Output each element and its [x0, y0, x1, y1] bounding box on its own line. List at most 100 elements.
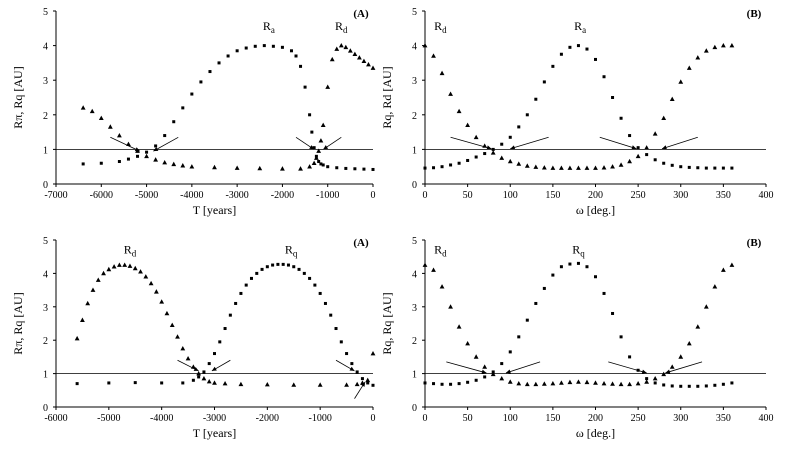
- x-tick-label: 300: [673, 413, 688, 424]
- data-point-Rd: [576, 165, 581, 170]
- data-point-Ra: [308, 113, 312, 117]
- x-tick-label: -4000: [150, 413, 173, 424]
- data-point-Rd: [318, 138, 324, 143]
- x-tick-label: -4000: [180, 190, 203, 201]
- data-point-Ra: [449, 382, 453, 386]
- data-point-Rd: [456, 108, 462, 114]
- data-point-Ra: [244, 46, 248, 50]
- data-point-Ra: [687, 165, 691, 169]
- data-point-Rd: [153, 157, 159, 162]
- data-point-Rd: [212, 380, 217, 385]
- data-point-Rd: [159, 299, 165, 304]
- data-point-Rd: [601, 165, 607, 170]
- data-point-Rd: [456, 324, 462, 329]
- data-point-Ra: [321, 163, 325, 167]
- data-point-Rd: [366, 62, 371, 67]
- data-point-Rd: [618, 381, 624, 387]
- data-point-Rd: [117, 132, 122, 138]
- curve-annotation: Rq: [285, 242, 298, 258]
- data-point-Ra: [289, 49, 293, 53]
- x-axis-label: T [years]: [193, 203, 236, 217]
- data-point-Ra: [202, 370, 206, 374]
- data-point-Ra: [345, 352, 349, 356]
- data-point-Ra: [449, 163, 453, 167]
- data-point-Rd: [280, 166, 285, 171]
- data-point-Rd: [153, 289, 159, 294]
- data-point-Ra: [525, 113, 529, 117]
- data-point-Ra: [730, 381, 734, 385]
- annotation-subscript: q: [580, 248, 585, 258]
- data-point-Ra: [662, 383, 666, 387]
- data-point-Rd: [354, 381, 360, 387]
- annotation-letter: R: [263, 19, 271, 33]
- series-Ra: [75, 262, 375, 387]
- arrow-head: [641, 369, 647, 374]
- data-point-Ra: [619, 335, 623, 339]
- arrow-line: [665, 361, 703, 374]
- data-point-Ra: [653, 381, 657, 385]
- data-point-Ra: [457, 382, 461, 386]
- data-point-Rd: [132, 265, 138, 271]
- data-point-Ra: [228, 313, 232, 317]
- x-tick-label: -1000: [316, 190, 339, 201]
- data-point-Ra: [662, 161, 666, 165]
- arrow-head: [481, 369, 487, 374]
- data-point-Ra: [585, 47, 589, 51]
- data-point-Ra: [525, 318, 529, 322]
- curve-annotation: Ra: [574, 19, 586, 35]
- data-point-Ra: [197, 375, 201, 379]
- x-tick-label: -2000: [271, 190, 294, 201]
- data-point-Rd: [422, 43, 428, 48]
- data-point-Rd: [162, 159, 168, 165]
- curve-annotation: Rd: [434, 242, 447, 258]
- data-point-Ra: [223, 327, 227, 331]
- arrow-head: [134, 147, 140, 152]
- annotation-subscript: d: [343, 25, 348, 35]
- data-point-Rd: [169, 322, 175, 327]
- data-point-Ra: [226, 54, 230, 58]
- arrow-line: [505, 361, 541, 374]
- data-point-Ra: [181, 381, 185, 385]
- data-point-Ra: [542, 80, 546, 84]
- series-Ra: [423, 261, 734, 388]
- data-point-Ra: [319, 162, 323, 166]
- data-point-Rd: [686, 65, 692, 70]
- arrow-line: [110, 136, 140, 152]
- data-point-Rd: [593, 165, 598, 170]
- data-point-Rd: [370, 65, 376, 70]
- data-point-Rd: [185, 355, 191, 361]
- panel-label: (A): [353, 237, 369, 249]
- x-tick-label: 100: [503, 190, 518, 201]
- data-point-Ra: [576, 44, 580, 48]
- data-point-Ra: [483, 152, 487, 156]
- data-point-Rd: [317, 382, 323, 387]
- data-point-Rd: [316, 148, 322, 153]
- data-point-Ra: [208, 70, 212, 74]
- arrow-head: [323, 145, 329, 150]
- data-point-Ra: [276, 262, 280, 266]
- y-tick-label: 0: [412, 180, 417, 191]
- chart-panel-2: 0 50 100 150 200 250 300 350 400 0 1 2 3 4 5 ω [deg.] Rq…: [380, 7, 774, 217]
- data-point-Ra: [371, 167, 375, 171]
- curve-annotation: Rq: [572, 242, 585, 258]
- data-point-Rd: [80, 317, 85, 322]
- data-point-Ra: [423, 381, 427, 385]
- y-axis-label: Rπ, Rq [AU]: [11, 292, 25, 354]
- data-point-Ra: [323, 301, 327, 305]
- data-point-Ra: [366, 381, 370, 385]
- data-point-Ra: [136, 154, 140, 158]
- data-point-Ra: [696, 166, 700, 170]
- arrow-head: [211, 366, 217, 371]
- data-point-Ra: [334, 327, 338, 331]
- data-point-Ra: [559, 265, 563, 269]
- data-point-Ra: [313, 283, 317, 287]
- data-point-Ra: [207, 362, 211, 366]
- data-point-Ra: [611, 96, 615, 99]
- data-point-Ra: [172, 120, 176, 124]
- data-point-Rd: [644, 379, 650, 384]
- panel-label: (B): [747, 237, 762, 249]
- data-point-Rd: [644, 145, 650, 150]
- data-point-Rd: [652, 376, 658, 381]
- x-axis-label: ω [deg.]: [576, 203, 615, 217]
- data-point-Rd: [576, 379, 581, 384]
